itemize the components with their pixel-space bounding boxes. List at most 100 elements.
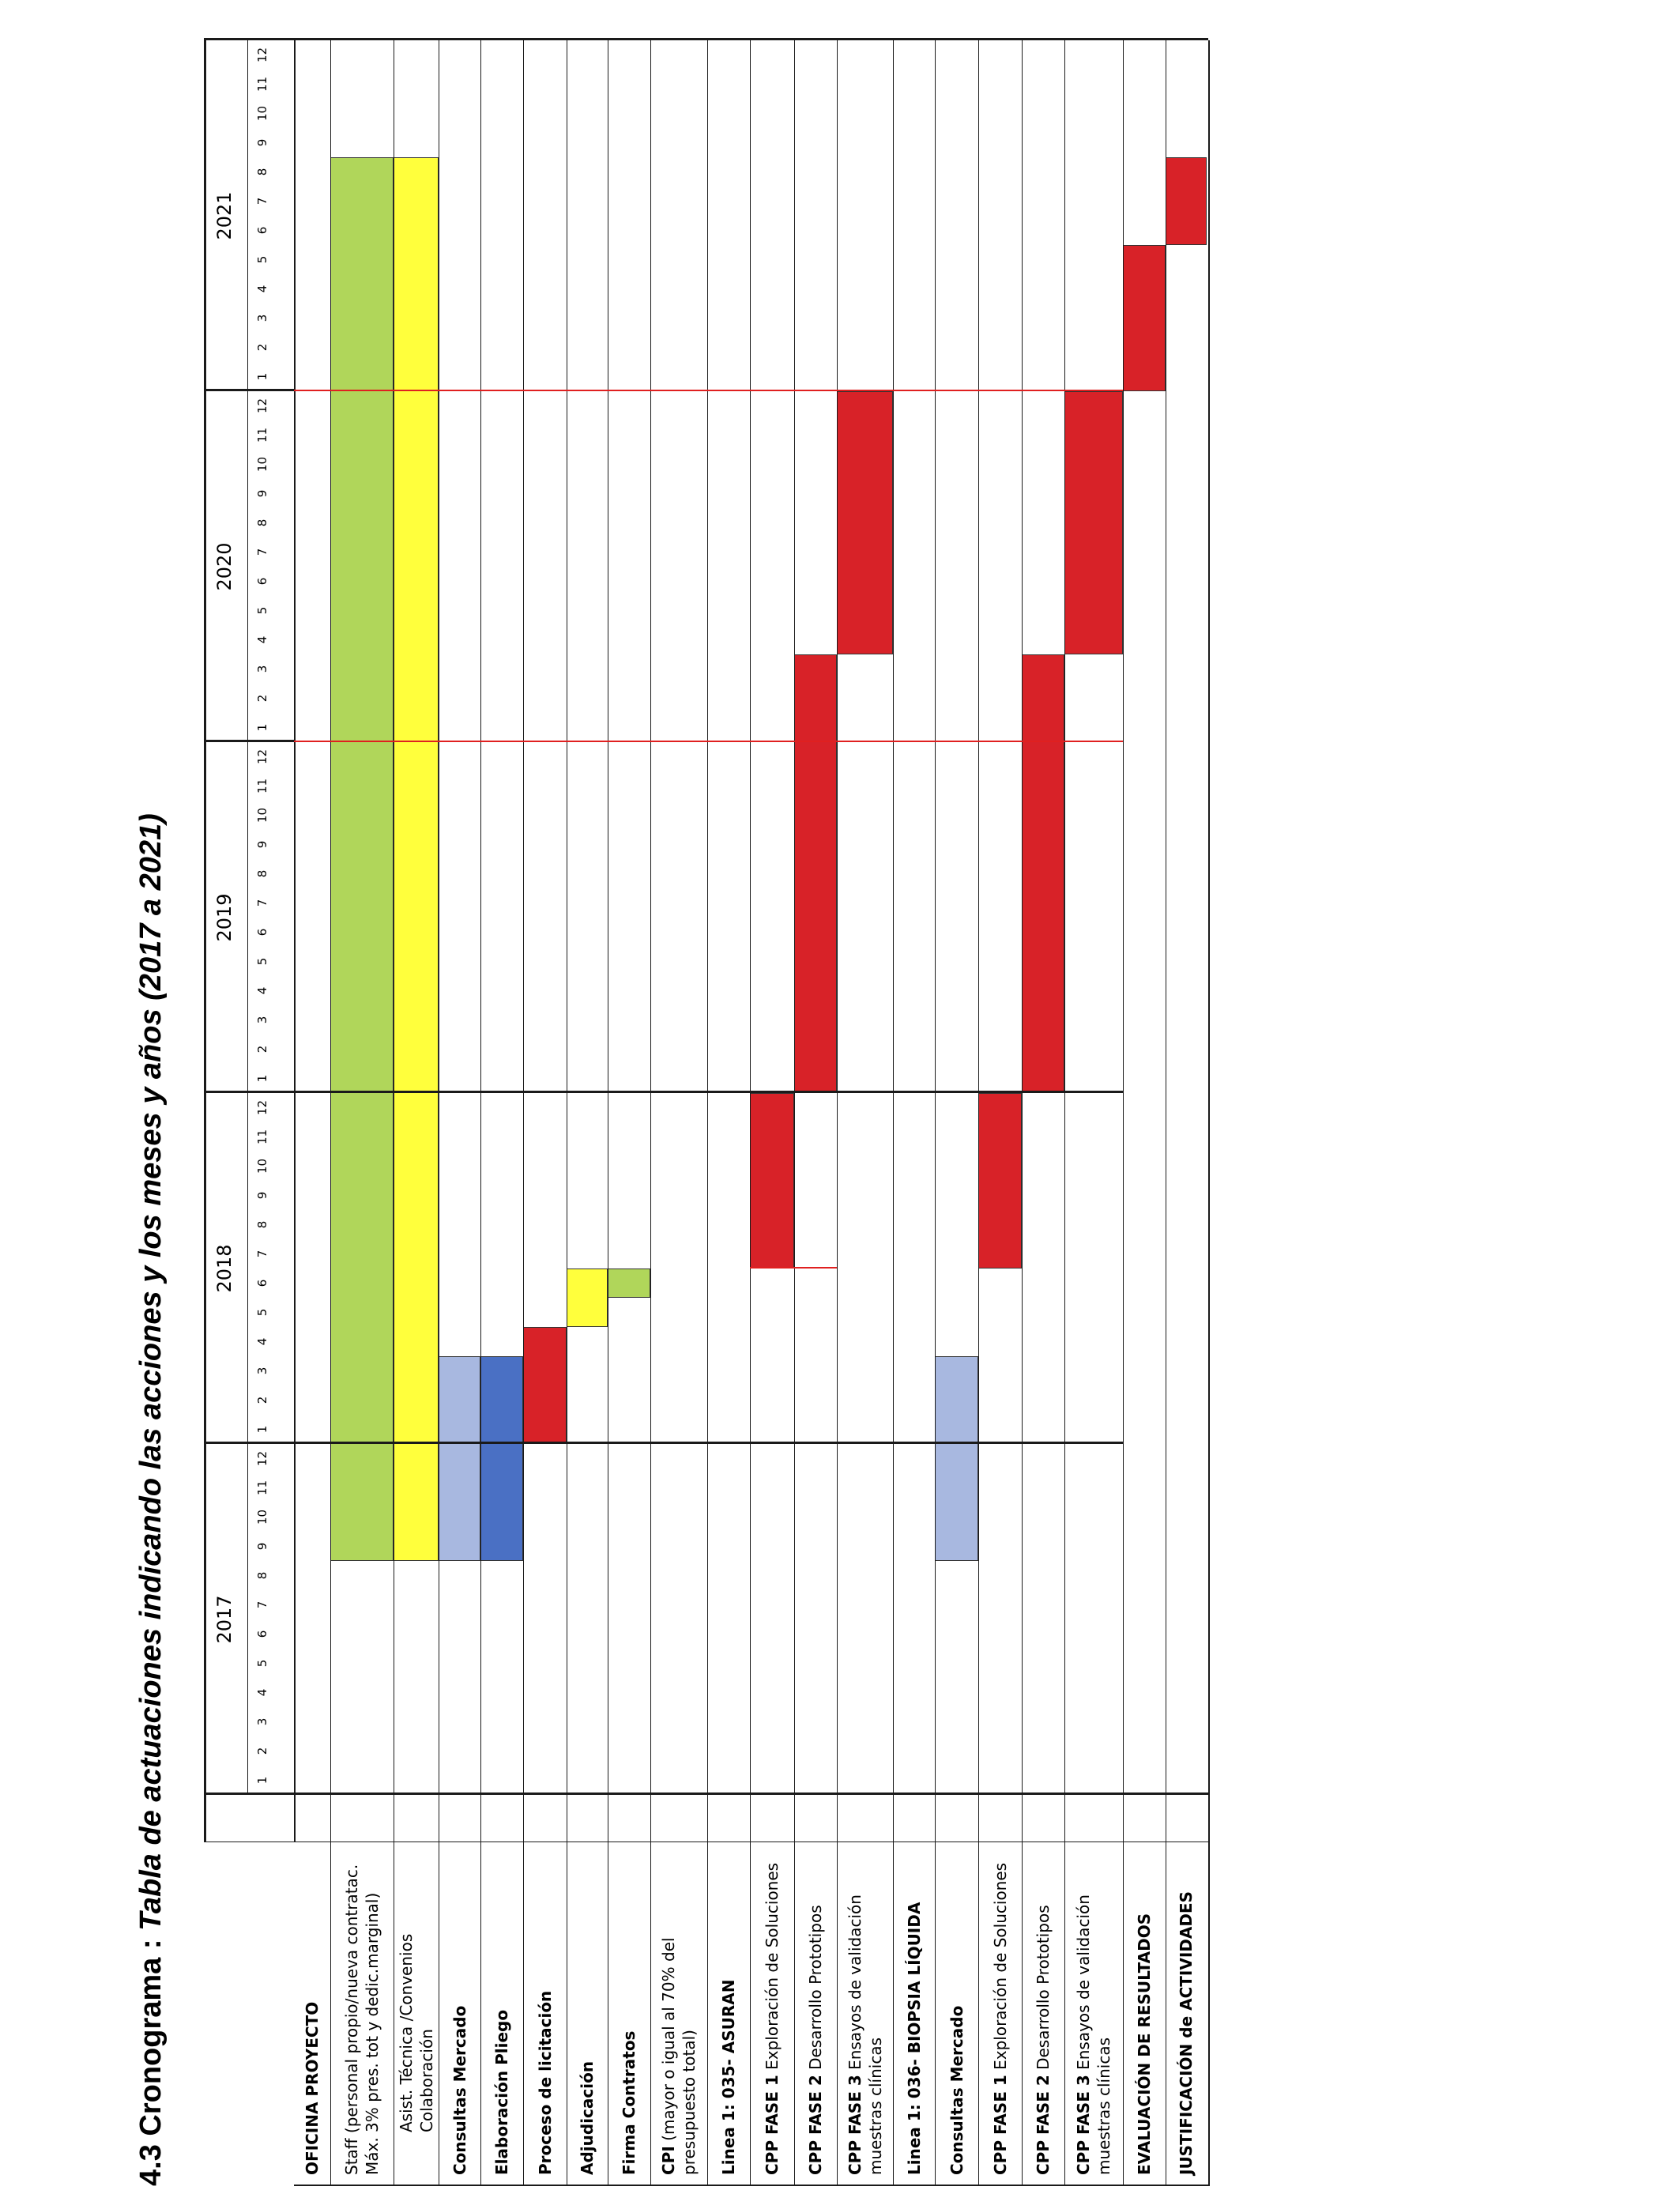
row-label: CPP FASE 2 Desarrollo Prototipos — [794, 1842, 837, 2186]
year-label: 2019 — [213, 893, 235, 942]
gantt-bar-light_blue — [439, 1356, 480, 1561]
month-label: 12 — [255, 748, 269, 765]
year-divider-line — [204, 38, 1208, 40]
month-label: 6 — [255, 928, 269, 937]
month-label: 5 — [255, 1308, 269, 1317]
month-label: 10 — [255, 105, 269, 122]
gantt-bar-red — [523, 1327, 567, 1444]
header-top-line — [204, 40, 206, 1842]
phase-divider-red-line — [750, 1267, 837, 1269]
row-label-text: Desarrollo Prototipos — [806, 1905, 825, 2075]
row-label: CPP FASE 1 Exploración de Soluciones — [750, 1842, 794, 2186]
row-label: Consultas Mercado — [947, 2005, 966, 2175]
month-label: 10 — [255, 807, 269, 824]
month-label: 1 — [255, 1425, 269, 1434]
month-label: 4 — [255, 635, 269, 644]
month-label: 3 — [255, 665, 269, 673]
row-label: CPP FASE 2 Desarrollo Prototipos — [1022, 1842, 1064, 2186]
month-label: 8 — [255, 168, 269, 176]
month-label: 8 — [255, 869, 269, 878]
row-line — [893, 40, 894, 2186]
row-label: JUSTIFICACIÓN de ACTIVIDADES — [1177, 1891, 1196, 2175]
month-label: 2 — [255, 694, 269, 703]
year-label: 2017 — [213, 1595, 235, 1644]
row-label: Proceso de licitación — [535, 1990, 555, 2175]
month-label: 7 — [255, 548, 269, 556]
gantt-bar-red — [837, 391, 893, 654]
row-label-bold: CPP FASE 1 — [990, 2075, 1010, 2175]
row-label-text: Desarrollo Prototipos — [1034, 1905, 1053, 2075]
year-divider-line — [204, 1091, 1123, 1093]
month-label: 5 — [255, 255, 269, 264]
row-label: Firma Contratos — [620, 2030, 638, 2175]
month-label: 11 — [255, 427, 269, 443]
row-label: EVALUACIÓN DE RESULTADOS — [1135, 1913, 1154, 2175]
month-label: 11 — [255, 778, 269, 794]
row-label: CPP FASE 3 Ensayos de validación muestra… — [837, 1842, 893, 2186]
month-label: 11 — [255, 1129, 269, 1145]
year-label: 2020 — [213, 542, 235, 591]
table-left-line — [294, 2185, 1208, 2186]
month-label: 4 — [255, 1337, 269, 1346]
month-label: 8 — [255, 1220, 269, 1229]
row-line — [650, 40, 651, 2186]
gantt-bar-yellow — [394, 157, 439, 1561]
gantt-bar-red — [1022, 654, 1064, 1093]
gantt-bar-red — [1123, 245, 1166, 391]
month-label: 5 — [255, 606, 269, 615]
month-label: 7 — [255, 1250, 269, 1258]
gantt-bar-red — [1166, 157, 1207, 245]
month-label: 6 — [255, 226, 269, 235]
row-label: CPP FASE 1 Exploración de Soluciones — [978, 1842, 1022, 2186]
month-label: 10 — [255, 1158, 269, 1174]
gantt-bar-blue — [480, 1356, 523, 1561]
month-label: 10 — [255, 1509, 269, 1525]
month-label: 8 — [255, 518, 269, 527]
row-label-text: Exploración de Soluciones — [990, 1862, 1010, 2075]
gantt-bar-red — [794, 654, 837, 1093]
month-label: 2 — [255, 343, 269, 352]
year-divider-line — [204, 1793, 1208, 1795]
row-label: Asist. Técnica /Convenios Colaboración — [396, 1933, 436, 2132]
month-label: 10 — [255, 456, 269, 473]
row-label-bold: CPP FASE 3 — [1074, 2075, 1093, 2175]
gantt-bar-yellow — [567, 1269, 608, 1327]
year-divider-red-line — [294, 741, 1123, 742]
month-label: 9 — [255, 489, 269, 498]
month-label: 9 — [255, 840, 269, 849]
row-label: CPI (mayor o igual al 70% del presupuest… — [650, 1842, 707, 2186]
year-divider-line — [204, 1442, 1123, 1444]
row-line — [935, 40, 936, 2186]
row-label: Consultas Mercado — [450, 2005, 469, 2175]
gantt-bar-red — [978, 1093, 1022, 1269]
row-label: Linea 1: 036- BIOPSIA LÍQUIDA — [904, 1902, 924, 2175]
month-label: 12 — [255, 1450, 269, 1467]
month-label: 4 — [255, 1688, 269, 1697]
row-line — [330, 40, 331, 2186]
row-label-bold: CPP FASE 1 — [763, 2075, 782, 2175]
row-label-text: (mayor o igual al 70% del presupuesto to… — [659, 1937, 699, 2175]
row-line — [978, 40, 979, 2186]
month-label: 12 — [255, 1099, 269, 1116]
month-label: 1 — [255, 1776, 269, 1785]
row-line — [707, 40, 708, 2186]
month-label: 8 — [255, 1571, 269, 1580]
row-label: Adjudicación — [578, 2060, 597, 2175]
month-label: 11 — [255, 1480, 269, 1496]
year-label: 2021 — [213, 191, 235, 240]
row-label: OFICINA PROYECTO — [303, 2001, 322, 2175]
gantt-bar-green — [330, 157, 394, 1561]
year-divider-line — [204, 740, 294, 742]
month-label: 9 — [255, 138, 269, 147]
month-label: 7 — [255, 197, 269, 205]
month-label: 2 — [255, 1747, 269, 1755]
row-label: Elaboración Pliego — [492, 2009, 511, 2175]
row-label-bold: CPP FASE 2 — [806, 2075, 825, 2175]
gantt-bar-light_blue — [935, 1356, 978, 1561]
month-label: 2 — [255, 1045, 269, 1054]
gantt-bar-red — [750, 1093, 794, 1269]
row-line — [480, 40, 481, 2186]
month-label: 3 — [255, 1717, 269, 1726]
